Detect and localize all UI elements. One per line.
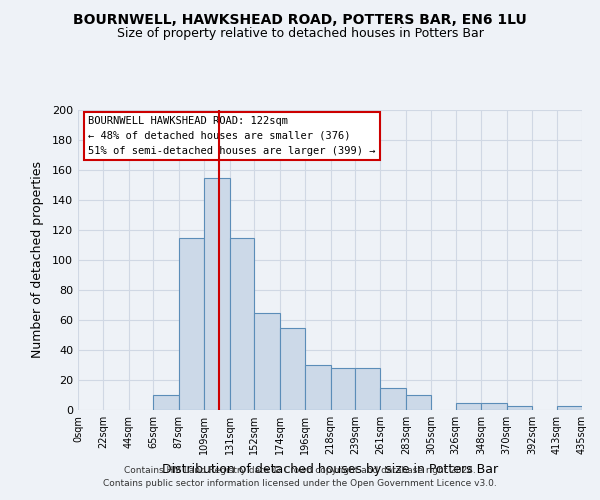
Bar <box>380 388 406 410</box>
Bar <box>254 312 280 410</box>
Bar <box>179 238 204 410</box>
Bar <box>305 365 331 410</box>
Bar <box>230 238 254 410</box>
Text: Contains HM Land Registry data © Crown copyright and database right 2024.
Contai: Contains HM Land Registry data © Crown c… <box>103 466 497 487</box>
Bar <box>331 368 355 410</box>
Bar <box>506 406 532 410</box>
Bar <box>280 328 305 410</box>
Text: BOURNWELL, HAWKSHEAD ROAD, POTTERS BAR, EN6 1LU: BOURNWELL, HAWKSHEAD ROAD, POTTERS BAR, … <box>73 12 527 26</box>
Bar <box>456 402 481 410</box>
X-axis label: Distribution of detached houses by size in Potters Bar: Distribution of detached houses by size … <box>162 462 498 475</box>
Text: BOURNWELL HAWKSHEAD ROAD: 122sqm
← 48% of detached houses are smaller (376)
51% : BOURNWELL HAWKSHEAD ROAD: 122sqm ← 48% o… <box>88 116 376 156</box>
Bar <box>406 395 431 410</box>
Bar <box>154 395 179 410</box>
Bar <box>557 406 582 410</box>
Y-axis label: Number of detached properties: Number of detached properties <box>31 162 44 358</box>
Text: Size of property relative to detached houses in Potters Bar: Size of property relative to detached ho… <box>116 28 484 40</box>
Bar <box>204 178 230 410</box>
Bar <box>355 368 380 410</box>
Bar <box>481 402 506 410</box>
